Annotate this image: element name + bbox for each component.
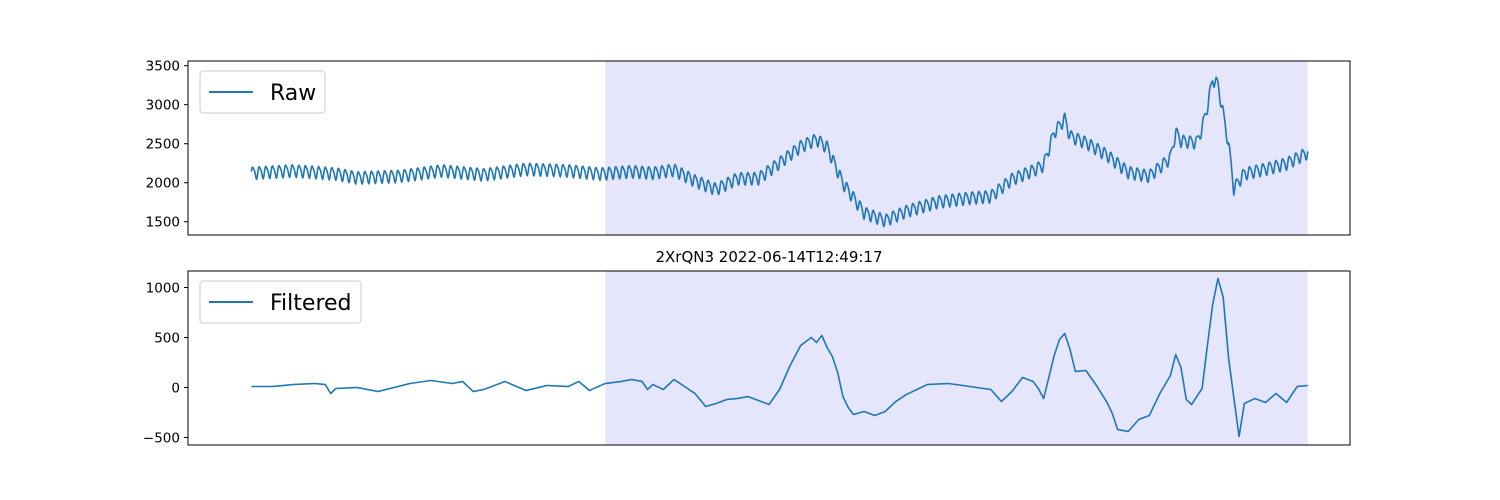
raw-ytick-label: 3000 [146,98,180,114]
filtered-ytick-label: −500 [143,431,180,447]
raw-ytick-label: 3500 [146,59,180,75]
filtered-ytick-label: 1000 [146,281,180,297]
raw-series-line [250,76,1309,228]
raw-ytick-label: 1500 [146,215,180,231]
raw-legend-box [199,70,326,114]
filtered-highlight-span [605,271,1308,445]
filtered-axes-frame [187,270,1351,446]
raw-highlight-span [605,61,1308,235]
raw-ytick-label: 2500 [146,137,180,153]
filtered-legend-box [199,280,362,324]
filtered-legend: Filtered [199,280,362,324]
filtered-series-line [251,277,1308,438]
raw-legend-label: Raw [270,81,316,106]
raw-ytick-label: 2000 [146,176,180,192]
chart-title: 2XrQN3 2022-06-14T12:49:17 [655,248,882,266]
raw-panel: 1500 2000 2500 3000 3500 Raw [146,59,1351,236]
filtered-legend-label: Filtered [270,291,352,316]
filtered-ytick-label: 500 [154,331,180,347]
raw-legend: Raw [199,70,326,114]
raw-axes-frame [187,60,1351,236]
filtered-ytick-label: 0 [171,381,180,397]
filtered-panel: −500 0 500 1000 Filtered [143,270,1351,447]
